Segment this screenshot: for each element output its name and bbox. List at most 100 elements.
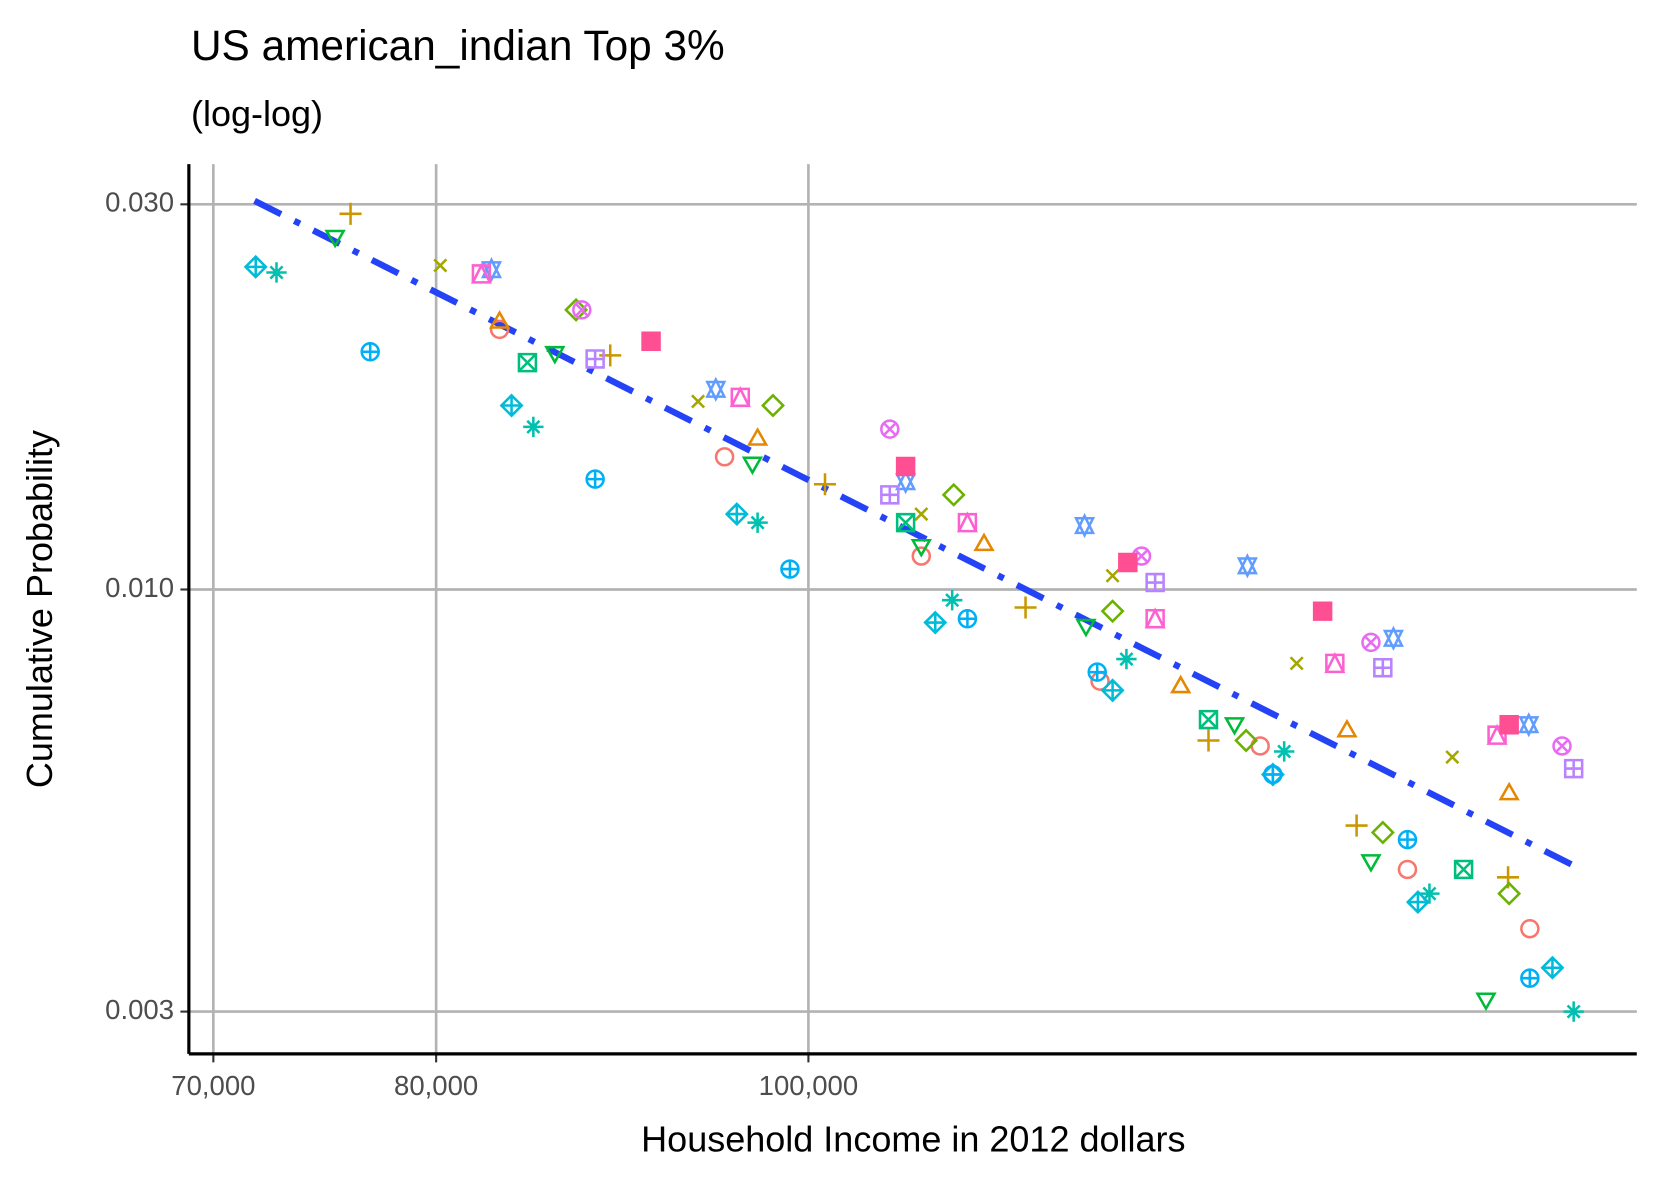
x-tick-label: 80,000 (394, 1070, 478, 1101)
series (517, 352, 1474, 880)
point (1563, 758, 1584, 779)
point (1419, 883, 1440, 904)
series (360, 342, 1540, 988)
point (957, 609, 978, 629)
point (1499, 714, 1519, 735)
point (1520, 968, 1540, 988)
x-tick-label: 70,000 (171, 1070, 255, 1101)
point (1074, 512, 1096, 539)
point (544, 345, 566, 365)
x-tick-label: 100,000 (759, 1070, 858, 1101)
point (761, 393, 785, 418)
point (1223, 717, 1246, 736)
point (1397, 829, 1418, 850)
point (1518, 712, 1540, 738)
point (585, 349, 605, 369)
series (489, 319, 1540, 939)
point (480, 257, 503, 283)
point (941, 482, 966, 507)
point (1274, 741, 1295, 762)
chart-subtitle: (log-log) (191, 93, 323, 134)
point (1382, 625, 1404, 651)
y-tick-label: 0.010 (105, 572, 174, 603)
point (1445, 750, 1460, 765)
series (480, 257, 1540, 738)
point (243, 254, 268, 279)
point (880, 485, 900, 505)
point (780, 559, 800, 579)
point (942, 590, 963, 611)
trend-line (253, 197, 1576, 869)
point (339, 202, 362, 225)
series (470, 262, 1508, 745)
point (1360, 854, 1382, 873)
point (741, 456, 764, 476)
point (895, 512, 916, 533)
point (1498, 781, 1520, 801)
point (1144, 607, 1166, 629)
point (714, 447, 735, 467)
point (1100, 678, 1125, 703)
point (973, 532, 995, 552)
chart-title: US american_indian Top 3% (191, 22, 725, 69)
point (705, 376, 727, 402)
point (1370, 820, 1395, 845)
point (1100, 599, 1125, 624)
series (266, 262, 1584, 1022)
point (923, 610, 948, 635)
point (1552, 736, 1572, 756)
point (517, 352, 538, 373)
point (470, 262, 492, 284)
point (911, 546, 932, 566)
point (1118, 552, 1138, 573)
point (724, 502, 749, 527)
point (813, 473, 837, 496)
point (895, 456, 916, 477)
series (572, 300, 1572, 756)
point (1116, 648, 1137, 670)
point (1397, 859, 1418, 880)
point (1170, 674, 1192, 694)
point (1145, 572, 1165, 593)
series (243, 254, 1565, 980)
point (729, 386, 751, 408)
point (914, 507, 929, 522)
series (433, 258, 1460, 765)
point (488, 310, 511, 329)
point (1236, 553, 1258, 579)
series (641, 331, 1519, 735)
y-tick-label: 0.003 (105, 994, 174, 1025)
point (1105, 568, 1120, 583)
point (1520, 919, 1540, 939)
x-axis-label: Household Income in 2012 dollars (641, 1118, 1185, 1159)
point (1345, 814, 1368, 837)
point (499, 393, 524, 418)
series (488, 310, 1520, 801)
point (433, 258, 448, 273)
point (747, 512, 768, 533)
point (1197, 729, 1220, 752)
point (1087, 662, 1107, 682)
series (564, 297, 1522, 906)
point (1336, 718, 1358, 738)
point (910, 539, 932, 558)
point (1324, 652, 1346, 674)
point (1453, 859, 1474, 880)
point (1540, 955, 1565, 980)
point (641, 331, 661, 352)
point (1234, 728, 1259, 753)
point (746, 427, 769, 446)
point (956, 511, 978, 533)
point (585, 469, 605, 489)
series (585, 349, 1584, 779)
series (324, 229, 1497, 1012)
series (339, 202, 1520, 889)
point (1563, 1001, 1584, 1022)
point (1090, 671, 1110, 691)
point (1198, 709, 1219, 730)
point (572, 300, 592, 320)
point (1475, 992, 1497, 1012)
point (360, 342, 380, 362)
